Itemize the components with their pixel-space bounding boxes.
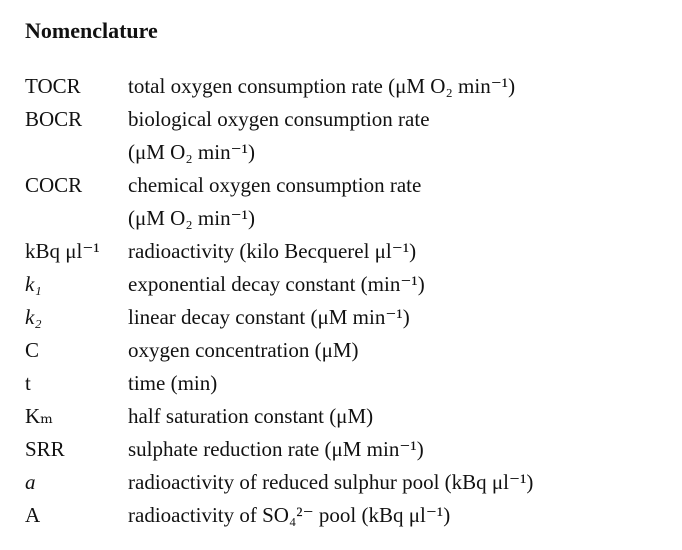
symbol: TOCR [25,74,81,98]
definition: oxygen concentration (μM) [128,334,675,367]
definition-line: radioactivity of reduced sulphur pool (k… [128,470,534,494]
entry: a radioactivity of reduced sulphur pool (… [25,466,675,499]
definition-line: exponential decay constant (min⁻¹) [128,272,425,296]
definition-line: linear decay constant (μM min⁻¹) [128,305,410,329]
entry: COCR chemical oxygen consumption rate (μM … [25,169,675,235]
symbol: kBq μl⁻¹ [25,239,100,263]
entry: k₂ linear decay constant (μM min⁻¹) [25,301,675,334]
definition-line: biological oxygen consumption rate [128,107,430,131]
definition: biological oxygen consumption rate (μM O₂… [128,103,675,169]
definition: radioactivity (kilo Becquerel μl⁻¹) [128,235,675,268]
definition: linear decay constant (μM min⁻¹) [128,301,675,334]
symbol: a [25,470,36,494]
definition-line: sulphate reduction rate (μM min⁻¹) [128,437,424,461]
symbol: t [25,371,31,395]
definition: half saturation constant (μM) [128,400,675,433]
symbol: COCR [25,173,83,197]
definition-line: radioactivity (kilo Becquerel μl⁻¹) [128,239,417,263]
definition: time (min) [128,367,675,400]
entry: TOCR total oxygen consumption rate (μM O₂… [25,70,675,103]
definition: radioactivity of SO₄²⁻ pool (kBq μl⁻¹) [128,499,675,532]
definition: radioactivity of reduced sulphur pool (k… [128,466,675,499]
definition: sulphate reduction rate (μM min⁻¹) [128,433,675,466]
definition-line: radioactivity of SO₄²⁻ pool (kBq μl⁻¹) [128,503,451,527]
entry: t time (min) [25,367,675,400]
definition: exponential decay constant (min⁻¹) [128,268,675,301]
entry: Kₘ half saturation constant (μM) [25,400,675,433]
symbol: BOCR [25,107,83,131]
nomenclature-list: TOCR total oxygen consumption rate (μM O₂… [25,70,675,532]
definition-line: (μM O₂ min⁻¹) [128,140,255,164]
definition: total oxygen consumption rate (μM O₂ min… [128,70,675,103]
definition-line: oxygen concentration (μM) [128,338,359,362]
definition-line: total oxygen consumption rate (μM O₂ min… [128,74,516,98]
symbol: Kₘ [25,404,54,428]
symbol: C [25,338,40,362]
definition: chemical oxygen consumption rate (μM O₂ m… [128,169,675,235]
symbol: k₂ [25,305,42,329]
definition-line: time (min) [128,371,218,395]
symbol: SRR [25,437,65,461]
entry: kBq μl⁻¹ radioactivity (kilo Becquerel μl… [25,235,675,268]
entry: BOCR biological oxygen consumption rate (μ… [25,103,675,169]
entry: SRR sulphate reduction rate (μM min⁻¹) [25,433,675,466]
entry: k₁ exponential decay constant (min⁻¹) [25,268,675,301]
definition-line: chemical oxygen consumption rate [128,173,422,197]
symbol: A [25,503,41,527]
title: Nomenclature [25,18,158,43]
symbol: k₁ [25,272,42,296]
definition-line: (μM O₂ min⁻¹) [128,206,255,230]
definition-line: half saturation constant (μM) [128,404,374,428]
